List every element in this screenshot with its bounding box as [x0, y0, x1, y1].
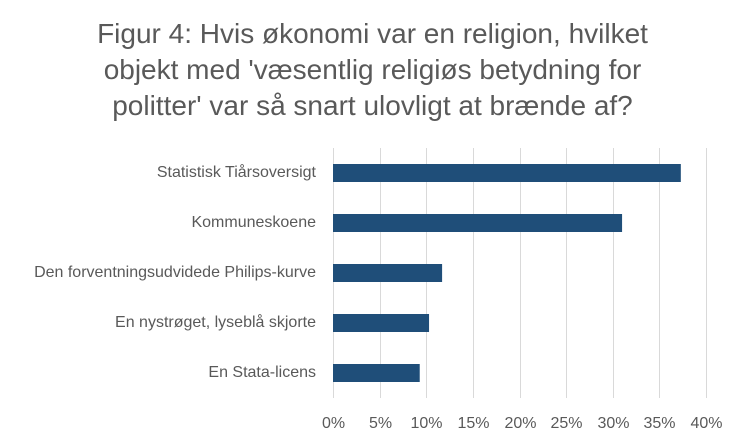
- bar: [333, 214, 623, 232]
- x-tick-label: 5%: [369, 415, 392, 432]
- category-labels: Statistisk Tiårsoversigt Kommuneskoene Den…: [34, 163, 316, 381]
- x-tick-label: 15%: [457, 415, 489, 432]
- grid-lines: [333, 148, 707, 398]
- chart-title: Figur 4: Hvis økonomi var en religion, h…: [97, 18, 648, 121]
- x-tick-label: 10%: [410, 415, 442, 432]
- x-tick-label: 30%: [597, 415, 629, 432]
- x-tick-label: 35%: [643, 415, 675, 432]
- category-label: Kommuneskoene: [191, 214, 316, 231]
- bar: [333, 314, 430, 332]
- bar: [333, 164, 681, 182]
- bars: [333, 164, 681, 382]
- x-tick-label: 0%: [322, 415, 345, 432]
- category-label: Statistisk Tiårsoversigt: [157, 163, 317, 181]
- bar: [333, 264, 443, 282]
- x-tick-label: 20%: [504, 415, 536, 432]
- category-label: Den forventningsudvidede Philips-kurve: [34, 264, 316, 281]
- bar: [333, 364, 420, 382]
- category-label: En nystrøget, lyseblå skjorte: [115, 313, 316, 331]
- x-tick-label: 25%: [550, 415, 582, 432]
- x-axis-tick-labels: 0% 5% 10% 15% 20% 25% 30% 35% 40%: [322, 415, 723, 432]
- x-tick-label: 40%: [690, 415, 722, 432]
- category-label: En Stata-licens: [208, 364, 316, 381]
